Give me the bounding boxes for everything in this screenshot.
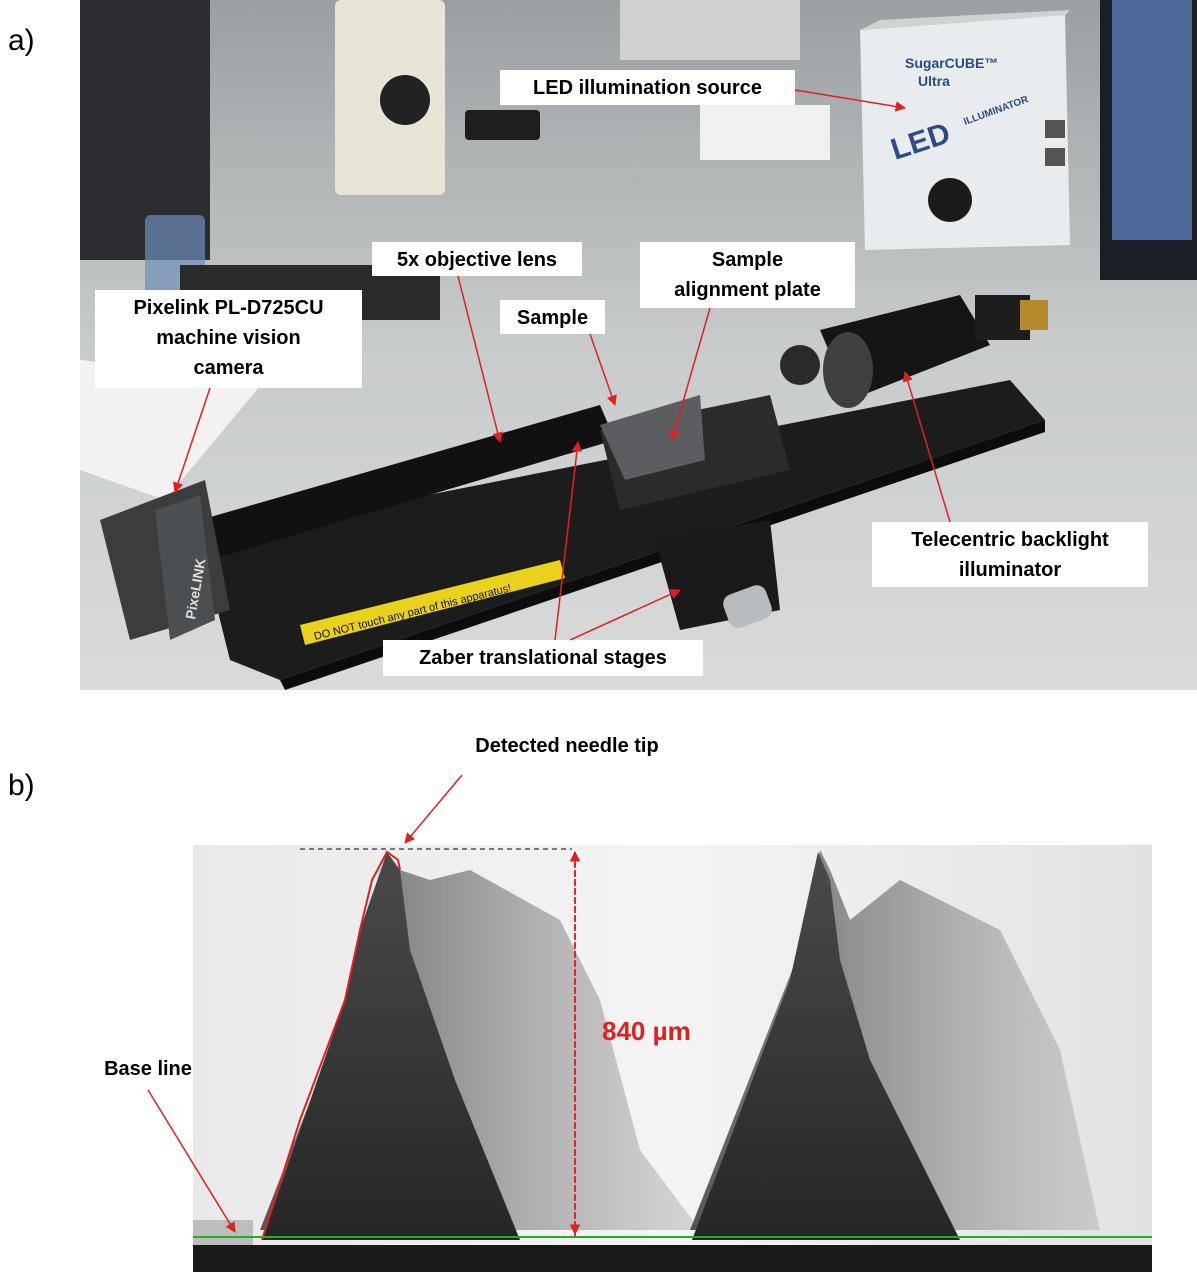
panel-label: b) — [8, 769, 35, 802]
annotation: Base line — [104, 1058, 192, 1080]
callout-text: machine vision — [156, 327, 301, 349]
callout-text: alignment plate — [674, 279, 821, 301]
callout-text: illuminator — [959, 559, 1061, 581]
annotation-arrow — [405, 775, 462, 843]
callout-text: Sample — [712, 249, 783, 271]
callout-text: LED illumination source — [533, 77, 762, 99]
photo-text: Ultra — [918, 73, 950, 89]
callout-text: Telecentric backlight — [911, 529, 1109, 551]
panel-label: a) — [8, 24, 35, 57]
micrograph-b — [193, 845, 1152, 1272]
callout-text: 5x objective lens — [397, 249, 557, 271]
photo-text: SugarCUBE™ — [905, 55, 998, 71]
callout-text: Pixelink PL-D725CU — [133, 297, 323, 319]
page: SugarCUBE™ Ultra LED ILLUMINATOR DO NOT … — [0, 0, 1197, 1272]
annotation: Detected needle tip — [475, 735, 658, 757]
callout-text: camera — [193, 357, 264, 379]
callout-text: Sample — [517, 307, 588, 329]
figure: SugarCUBE™ Ultra LED ILLUMINATOR DO NOT … — [0, 0, 1197, 1272]
annotation: 840 µm — [602, 1016, 691, 1046]
callout-text: Zaber translational stages — [419, 647, 667, 669]
